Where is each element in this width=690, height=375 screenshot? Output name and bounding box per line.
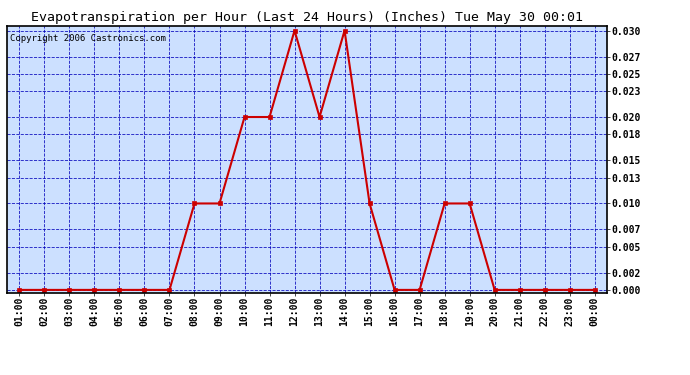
Text: Copyright 2006 Castronics.com: Copyright 2006 Castronics.com [10, 34, 166, 43]
Title: Evapotranspiration per Hour (Last 24 Hours) (Inches) Tue May 30 00:01: Evapotranspiration per Hour (Last 24 Hou… [31, 11, 583, 24]
